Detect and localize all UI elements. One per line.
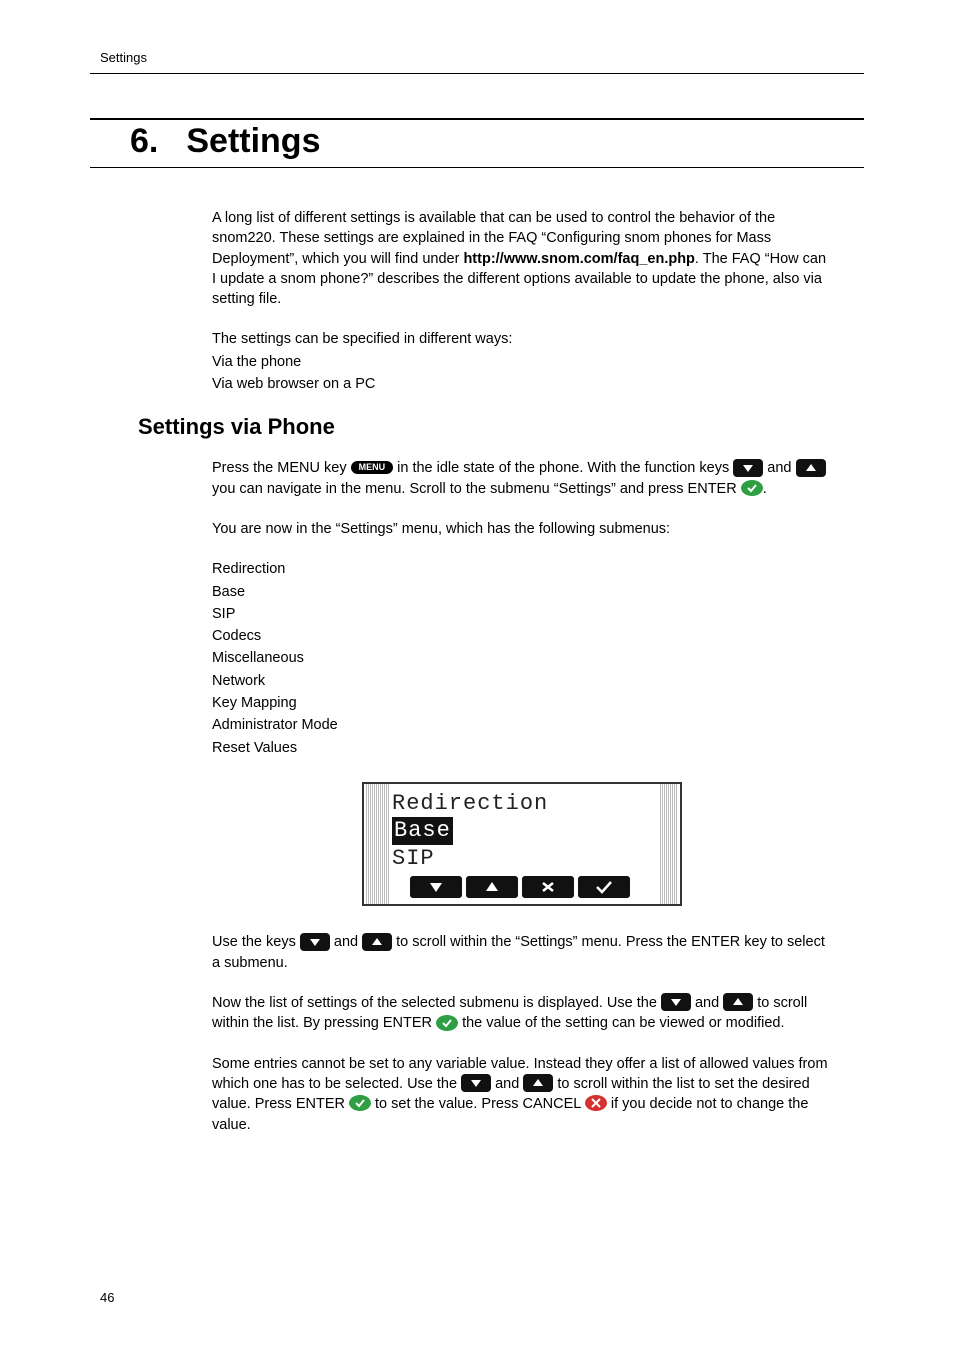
up-key-icon: [523, 1074, 553, 1092]
list-item: SIP: [212, 604, 832, 624]
text: to set the value. Press CANCEL: [375, 1096, 585, 1112]
body-column-2: Press the MENU key MENU in the idle stat…: [212, 458, 832, 1134]
svp-paragraph-5: Some entries cannot be set to any variab…: [212, 1054, 832, 1135]
list-item: Network: [212, 671, 832, 691]
text: and: [495, 1076, 523, 1092]
enter-key-icon: [436, 1015, 458, 1031]
running-head: Settings: [100, 50, 864, 65]
text: and: [695, 995, 723, 1011]
text: in the idle state of the phone. With the…: [397, 460, 733, 476]
list-item: Administrator Mode: [212, 715, 832, 735]
enter-key-icon: [741, 480, 763, 496]
menu-key-icon: MENU: [351, 461, 394, 475]
svp-paragraph-3: Use the keys and to scroll within the “S…: [212, 932, 832, 973]
up-key-icon: [796, 459, 826, 477]
down-key-icon: [300, 933, 330, 951]
up-key-icon: [362, 933, 392, 951]
chapter-heading: 6. Settings: [90, 118, 864, 168]
softkey-up-icon: [466, 876, 518, 898]
lcd-figure: Redirection Base SIP: [212, 782, 832, 907]
text: Press the MENU key: [212, 460, 351, 476]
header-rule: [90, 73, 864, 74]
lcd-selected: Base: [392, 817, 453, 845]
list-item: Miscellaneous: [212, 648, 832, 668]
lcd-line-2: Base: [392, 817, 652, 845]
list-item: Codecs: [212, 626, 832, 646]
list-item: Redirection: [212, 559, 832, 579]
text: and: [334, 934, 362, 950]
lcd-screen: Redirection Base SIP: [362, 782, 682, 907]
section-heading: Settings via Phone: [138, 414, 864, 440]
text: Now the list of settings of the selected…: [212, 995, 661, 1011]
page: Settings 6. Settings A long list of diff…: [0, 0, 954, 1351]
lcd-line-1: Redirection: [392, 790, 652, 818]
svp-paragraph-4: Now the list of settings of the selected…: [212, 993, 832, 1034]
chapter-title: Settings: [186, 122, 320, 161]
text: Use the keys: [212, 934, 300, 950]
svp-paragraph-2: You are now in the “Settings” menu, whic…: [212, 519, 832, 539]
softkey-ok-icon: [578, 876, 630, 898]
chapter-number: 6.: [130, 122, 158, 161]
intro-paragraph-2a: Via the phone: [212, 352, 832, 372]
up-key-icon: [723, 993, 753, 1011]
text: and: [767, 460, 795, 476]
page-number: 46: [100, 1290, 114, 1305]
list-item: Base: [212, 582, 832, 602]
body-column: A long list of different settings is ava…: [212, 208, 832, 394]
intro-paragraph-2b: Via web browser on a PC: [212, 374, 832, 394]
intro-paragraph-2: The settings can be specified in differe…: [212, 329, 832, 349]
list-item: Key Mapping: [212, 693, 832, 713]
text: .: [763, 481, 767, 497]
lcd-softkey-row: [410, 876, 652, 898]
softkey-cancel-icon: [522, 876, 574, 898]
text: you can navigate in the menu. Scroll to …: [212, 481, 741, 497]
svp-paragraph-1: Press the MENU key MENU in the idle stat…: [212, 458, 832, 499]
list-item: Reset Values: [212, 738, 832, 758]
lcd-line-3: SIP: [392, 845, 652, 873]
submenu-list: Redirection Base SIP Codecs Miscellaneou…: [212, 559, 832, 758]
down-key-icon: [661, 993, 691, 1011]
intro-paragraph-1: A long list of different settings is ava…: [212, 208, 832, 309]
faq-url: http://www.snom.com/faq_en.php: [463, 251, 694, 267]
down-key-icon: [461, 1074, 491, 1092]
enter-key-icon: [349, 1095, 371, 1111]
softkey-down-icon: [410, 876, 462, 898]
cancel-key-icon: [585, 1095, 607, 1111]
text: the value of the setting can be viewed o…: [462, 1015, 784, 1031]
down-key-icon: [733, 459, 763, 477]
